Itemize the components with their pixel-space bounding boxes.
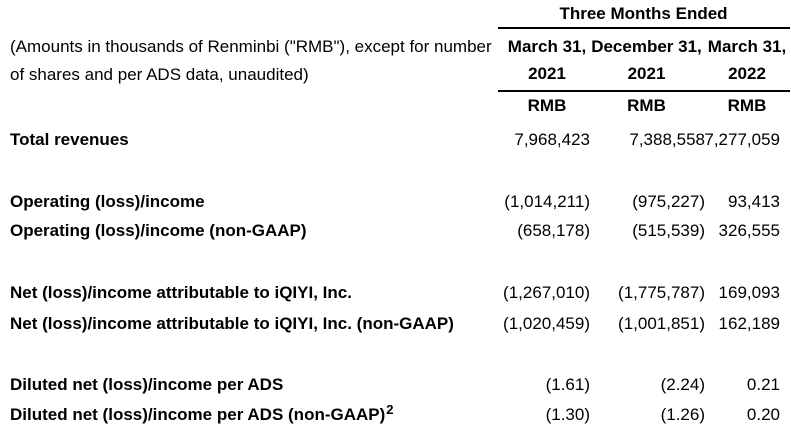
value-dec-2021: (1,775,787) <box>618 283 705 302</box>
caption-line-2: of shares and per ADS data, unaudited) <box>10 65 309 84</box>
value-dec-2021: (1.26) <box>660 405 705 424</box>
value-mar-2021: (658,178) <box>517 221 590 240</box>
value-mar-2021: (1,014,211) <box>504 192 590 211</box>
column-header-currency-2: RMB <box>627 96 666 115</box>
column-header-date-3: March 31, <box>707 37 787 56</box>
table-row-operating-loss-income-non-gaap: Operating (loss)/income (non-GAAP) (658,… <box>0 221 791 241</box>
column-header-date-2: December 31, <box>591 37 702 56</box>
column-header-currency-1: RMB <box>527 96 567 115</box>
value-dec-2021: (515,539) <box>632 221 705 240</box>
row-label: Diluted net (loss)/income per ADS (non-G… <box>10 402 500 426</box>
period-header: Three Months Ended <box>559 4 728 23</box>
table-row-net-loss-income-non-gaap: Net (loss)/income attributable to iQIYI,… <box>0 314 791 334</box>
value-mar-2022: 0.20 <box>746 405 780 424</box>
column-header-date-1: March 31, <box>507 37 587 56</box>
column-header-year-1: 2021 <box>528 64 566 83</box>
value-mar-2022: 93,413 <box>728 192 780 211</box>
value-mar-2021: (1,267,010) <box>503 283 590 302</box>
value-mar-2022: 326,555 <box>718 221 780 240</box>
table-row-total-revenues: Total revenues 7,968,423 7,388,558 7,277… <box>0 130 791 150</box>
value-dec-2021: 7,388,558 <box>629 130 705 149</box>
value-mar-2022: 7,277,059 <box>704 130 780 149</box>
value-mar-2022: 162,189 <box>718 314 780 333</box>
column-header-currency-3: RMB <box>727 96 767 115</box>
value-mar-2021: (1,020,459) <box>503 314 590 333</box>
value-mar-2022: 0.21 <box>746 375 780 394</box>
value-dec-2021: (975,227) <box>632 192 705 211</box>
table-row-diluted-per-ads-non-gaap: Diluted net (loss)/income per ADS (non-G… <box>0 402 791 426</box>
caption-line-1: (Amounts in thousands of Renminbi ("RMB"… <box>10 37 492 56</box>
row-label-text: Diluted net (loss)/income per ADS (non-G… <box>10 405 386 424</box>
row-label: Operating (loss)/income (non-GAAP) <box>10 221 307 240</box>
row-label: Total revenues <box>10 130 129 149</box>
value-dec-2021: (2.24) <box>660 375 705 394</box>
value-mar-2021: (1.30) <box>545 405 590 424</box>
value-mar-2021: (1.61) <box>545 375 590 394</box>
row-label: Net (loss)/income attributable to iQIYI,… <box>10 314 454 333</box>
column-header-year-2: 2021 <box>627 64 666 83</box>
table-row-operating-loss-income: Operating (loss)/income (1,014,211) (975… <box>0 192 791 212</box>
header-rule-bottom <box>498 90 790 92</box>
value-mar-2021: 7,968,423 <box>514 130 590 149</box>
footnote-reference: 2 <box>386 402 394 417</box>
table-row-net-loss-income: Net (loss)/income attributable to iQIYI,… <box>0 283 791 303</box>
row-label: Diluted net (loss)/income per ADS <box>10 375 284 394</box>
row-label: Net (loss)/income attributable to iQIYI,… <box>10 283 352 302</box>
value-dec-2021: (1,001,851) <box>618 314 705 333</box>
table-row-diluted-per-ads: Diluted net (loss)/income per ADS (1.61)… <box>0 375 791 395</box>
column-header-year-3: 2022 <box>728 64 766 83</box>
row-label: Operating (loss)/income <box>10 192 205 211</box>
header-rule-top <box>498 27 790 29</box>
value-mar-2022: 169,093 <box>718 283 780 302</box>
